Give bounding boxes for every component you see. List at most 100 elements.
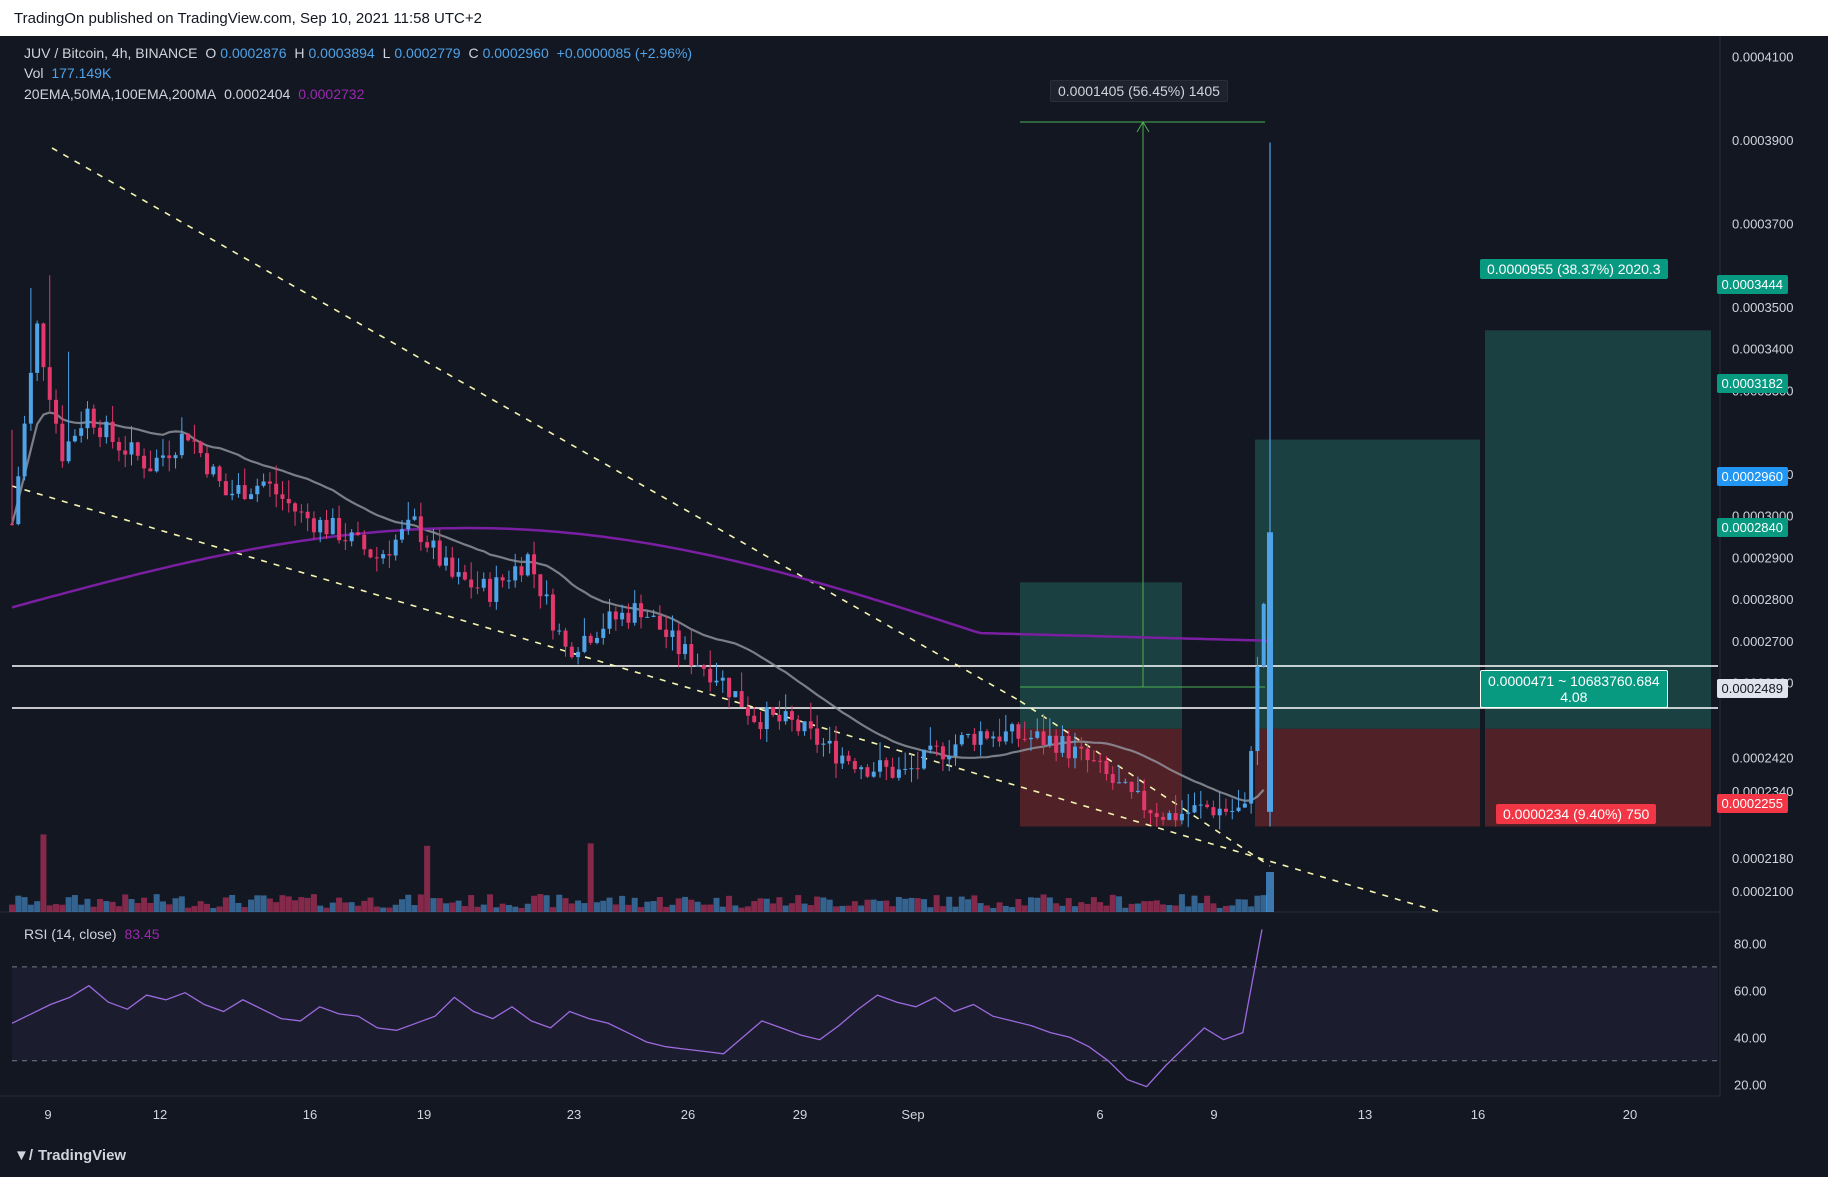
volume-bar	[832, 906, 839, 912]
volume-bar	[411, 905, 418, 912]
candle-body	[444, 557, 449, 566]
volume-bar	[53, 904, 60, 912]
volume-bar	[46, 905, 53, 912]
candle-body	[1167, 813, 1172, 820]
candle-body	[997, 736, 1002, 742]
price-tick-label: 0.0003500	[1732, 300, 1793, 315]
candle-body	[431, 540, 436, 548]
target-label[interactable]: 0.0000955 (38.37%) 2020.3	[1480, 259, 1668, 279]
candle-body	[859, 767, 864, 770]
entry-label[interactable]: 0.0000471 ~ 10683760.684 4.08	[1480, 670, 1668, 708]
candle-body	[450, 557, 455, 577]
candle-body	[192, 440, 197, 442]
volume-bar	[820, 897, 827, 912]
candle-body	[10, 523, 14, 525]
volume-bar	[1015, 899, 1022, 912]
candle-body	[752, 715, 757, 723]
volume-bar	[782, 905, 789, 912]
rsi-tick-label: 20.00	[1734, 1077, 1767, 1092]
candle-body	[437, 540, 442, 566]
candle-body	[827, 740, 832, 744]
candle-body	[601, 628, 606, 638]
time-tick-label: 26	[681, 1107, 695, 1122]
volume-bar	[826, 899, 833, 912]
volume-bar	[751, 901, 758, 912]
candle-body	[35, 323, 40, 373]
volume-bar	[512, 906, 519, 912]
candle-body	[588, 635, 593, 643]
volume-bar	[556, 894, 563, 912]
volume-bar	[405, 894, 412, 912]
candle-body	[79, 428, 84, 436]
candle-body	[211, 466, 216, 475]
volume-bar	[1078, 902, 1085, 912]
candle-body	[104, 421, 109, 438]
candle-body	[1255, 666, 1260, 752]
price-tick-label: 0.0004100	[1732, 50, 1793, 65]
candle-body	[865, 767, 870, 777]
tradingview-logo[interactable]: ▼/TradingView	[14, 1147, 126, 1164]
measure-label[interactable]: 0.0001405 (56.45%) 1405	[1050, 80, 1228, 102]
volume-bar	[600, 900, 607, 912]
candle-body	[1041, 731, 1046, 746]
chart-canvas[interactable]: 0.0004100 0.0003900 0.0003700 0.0003500 0.00…	[0, 36, 1828, 1130]
tradingview-icon: ▼/	[14, 1147, 34, 1164]
volume-bar	[1229, 905, 1236, 912]
volume-bar	[939, 906, 946, 912]
candle-body	[639, 603, 643, 618]
candle-body	[651, 615, 656, 617]
time-tick-label: 19	[417, 1107, 431, 1122]
rsi-tick-label: 60.00	[1734, 983, 1767, 998]
volume-bar	[1235, 899, 1242, 912]
rsi-band	[12, 966, 1718, 1061]
volume-bar	[851, 901, 858, 912]
volume-bar	[744, 906, 751, 912]
candle-body	[1249, 751, 1254, 804]
volume-bar	[159, 901, 166, 912]
volume-bar	[625, 904, 632, 912]
candle-body	[695, 665, 700, 667]
volume-bar	[361, 900, 368, 912]
volume-bar	[631, 897, 638, 912]
candle-body	[91, 408, 96, 428]
volume-bar	[675, 898, 682, 912]
candle-body	[871, 771, 876, 777]
candle-body	[676, 630, 681, 655]
trendline-upper	[51, 147, 1021, 702]
volume-bar	[298, 897, 305, 912]
candle-body	[840, 755, 845, 764]
candle-body	[72, 435, 77, 442]
volume-bar	[606, 897, 613, 912]
volume-bar	[619, 895, 626, 912]
rsi-line	[11, 929, 1263, 1088]
volume-bar	[1160, 904, 1167, 912]
candle-body	[513, 566, 518, 581]
target-zone-3	[1485, 330, 1711, 729]
volume-bar	[430, 898, 437, 912]
candle-body	[1223, 808, 1228, 812]
candle-body	[305, 511, 310, 519]
candle-body	[972, 733, 977, 745]
volume-bar	[669, 904, 676, 912]
candle-body	[714, 680, 719, 683]
volume-bar	[1153, 900, 1160, 912]
candle-body	[821, 743, 826, 745]
volume-bar	[197, 901, 204, 912]
candle-body	[739, 691, 744, 708]
candle-body	[802, 721, 807, 732]
candle-body	[884, 760, 889, 767]
volume-bar	[1141, 901, 1148, 912]
volume-bar	[983, 905, 990, 912]
volume-bar	[807, 905, 814, 912]
volume-bar	[1260, 895, 1267, 912]
volume-bar	[386, 907, 393, 912]
volume	[9, 834, 1274, 912]
candle-body	[355, 532, 360, 535]
ma-purple-line	[11, 526, 1271, 643]
volume-bar	[814, 896, 821, 912]
candle-body	[978, 731, 983, 745]
candle-body	[909, 768, 914, 770]
volume-bar	[801, 903, 808, 912]
trendline-lower	[11, 485, 1441, 913]
stop-label[interactable]: 0.0000234 (9.40%) 750	[1496, 804, 1657, 824]
